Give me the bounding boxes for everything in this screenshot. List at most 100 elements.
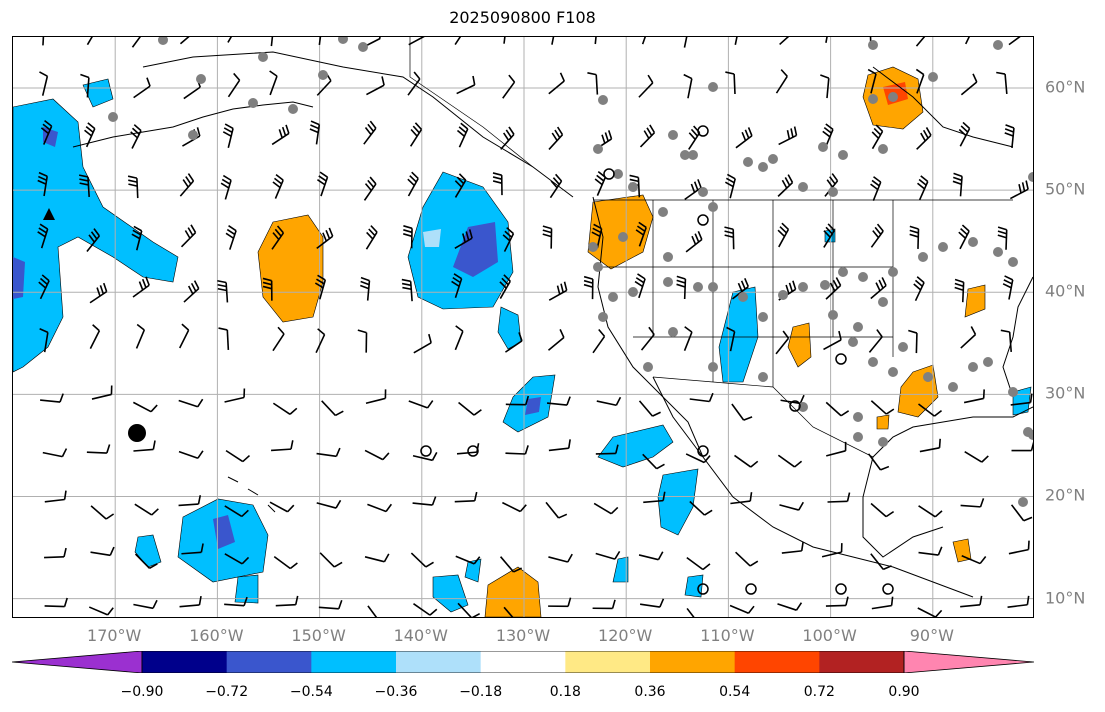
wind-barb	[777, 222, 790, 248]
station-dot	[738, 292, 748, 302]
wind-barb	[44, 597, 68, 608]
wind-barb	[319, 552, 343, 568]
map-panel[interactable]	[12, 36, 1034, 618]
longitude-label: 140°W	[393, 626, 448, 645]
wind-barb	[593, 502, 619, 515]
wind-barb	[134, 503, 159, 516]
wind-barb	[492, 172, 503, 196]
station-dot	[668, 327, 678, 337]
wind-barb	[734, 37, 738, 45]
station-dot	[868, 94, 878, 104]
wind-barb	[367, 503, 393, 513]
wind-barb	[683, 73, 693, 99]
wind-barb	[779, 37, 790, 46]
wind-barb	[262, 277, 273, 301]
political-borders	[409, 37, 1013, 458]
wind-barb	[549, 173, 563, 199]
map-title: 2025090800 F108	[449, 8, 596, 27]
wind-barb	[133, 77, 151, 99]
wind-barb	[220, 174, 232, 200]
station-dot	[838, 267, 848, 277]
wind-barb	[551, 37, 555, 45]
colorbar-extend-max	[903, 651, 1034, 673]
wind-barb	[635, 221, 647, 247]
wind-barb	[1010, 504, 1033, 522]
wind-barb	[919, 438, 941, 453]
longitude-label: 90°W	[909, 626, 954, 645]
wind-barb	[456, 122, 469, 148]
station-dot	[628, 182, 638, 192]
station-dot	[868, 40, 878, 50]
colorbar-bin	[480, 651, 566, 673]
station-dot	[938, 242, 948, 252]
wind-barb	[271, 440, 294, 452]
colorbar-bin	[734, 651, 820, 673]
colorbar-tick-label: 0.72	[803, 684, 835, 700]
wind-barb	[38, 274, 50, 300]
wind-barb	[270, 37, 274, 47]
station-dot	[158, 37, 168, 45]
station-dot	[1008, 387, 1018, 397]
wind-barb	[90, 546, 115, 557]
calm-wind-circle	[697, 583, 709, 595]
station-dot	[618, 232, 628, 242]
calm-wind-circle	[789, 400, 801, 412]
station-dot	[853, 412, 863, 422]
wind-barb	[642, 453, 665, 470]
map-canvas	[13, 37, 1033, 617]
calm-wind-circle	[835, 353, 847, 365]
weak-negative-region	[423, 229, 441, 247]
wind-barb	[548, 597, 572, 608]
wind-barb	[548, 72, 565, 95]
wind-barb	[915, 68, 925, 94]
wind-barb	[273, 555, 298, 570]
wind-barb	[997, 226, 1008, 250]
wind-barb	[365, 225, 378, 250]
wind-barb	[42, 448, 68, 458]
graticule	[13, 37, 1033, 617]
wind-barb	[820, 74, 830, 99]
colorbar-tick-label: −0.18	[459, 684, 503, 700]
wind-barb	[548, 281, 568, 301]
triangle-marker	[43, 208, 55, 220]
calm-wind-circle	[697, 445, 709, 457]
wind-barb	[407, 71, 421, 96]
wind-barb	[958, 224, 970, 250]
wind-barb	[179, 173, 195, 197]
wind-barb	[130, 124, 142, 149]
station-dot	[196, 74, 206, 84]
positive-anomaly-region	[897, 364, 939, 418]
wind-barb	[271, 225, 285, 250]
wind-barb	[1004, 124, 1015, 149]
wind-barb	[689, 500, 713, 516]
wind-barb	[823, 330, 842, 351]
wind-barb	[918, 546, 943, 556]
wind-barb	[777, 174, 794, 197]
wind-barb	[542, 225, 553, 249]
wind-barb	[825, 277, 842, 300]
longitude-label: 120°W	[598, 626, 653, 645]
wind-barb	[42, 37, 45, 46]
colorbar-tick-label: −0.36	[374, 684, 418, 700]
wind-barb	[964, 450, 989, 463]
wind-barb	[1008, 37, 1021, 46]
wind-barb	[781, 541, 804, 554]
coastline-gulf	[872, 406, 1033, 458]
wind-barb	[499, 274, 511, 299]
station-dot	[338, 37, 348, 44]
positive-anomaly-region	[484, 566, 542, 617]
negative-anomaly-region	[464, 558, 482, 583]
wind-barb	[44, 547, 67, 559]
wind-barb	[915, 37, 926, 47]
wind-barb	[269, 501, 295, 513]
wind-barb	[778, 126, 798, 146]
station-dot	[598, 95, 608, 105]
wind-barb	[592, 599, 616, 610]
wind-barb	[869, 37, 872, 43]
wind-barb	[412, 496, 437, 506]
station-dot	[258, 52, 268, 62]
colorbar-tick-label: 0.90	[888, 684, 920, 700]
coastline-hudson	[872, 66, 1014, 148]
wind-barb	[870, 223, 884, 248]
wind-barb	[178, 450, 204, 459]
